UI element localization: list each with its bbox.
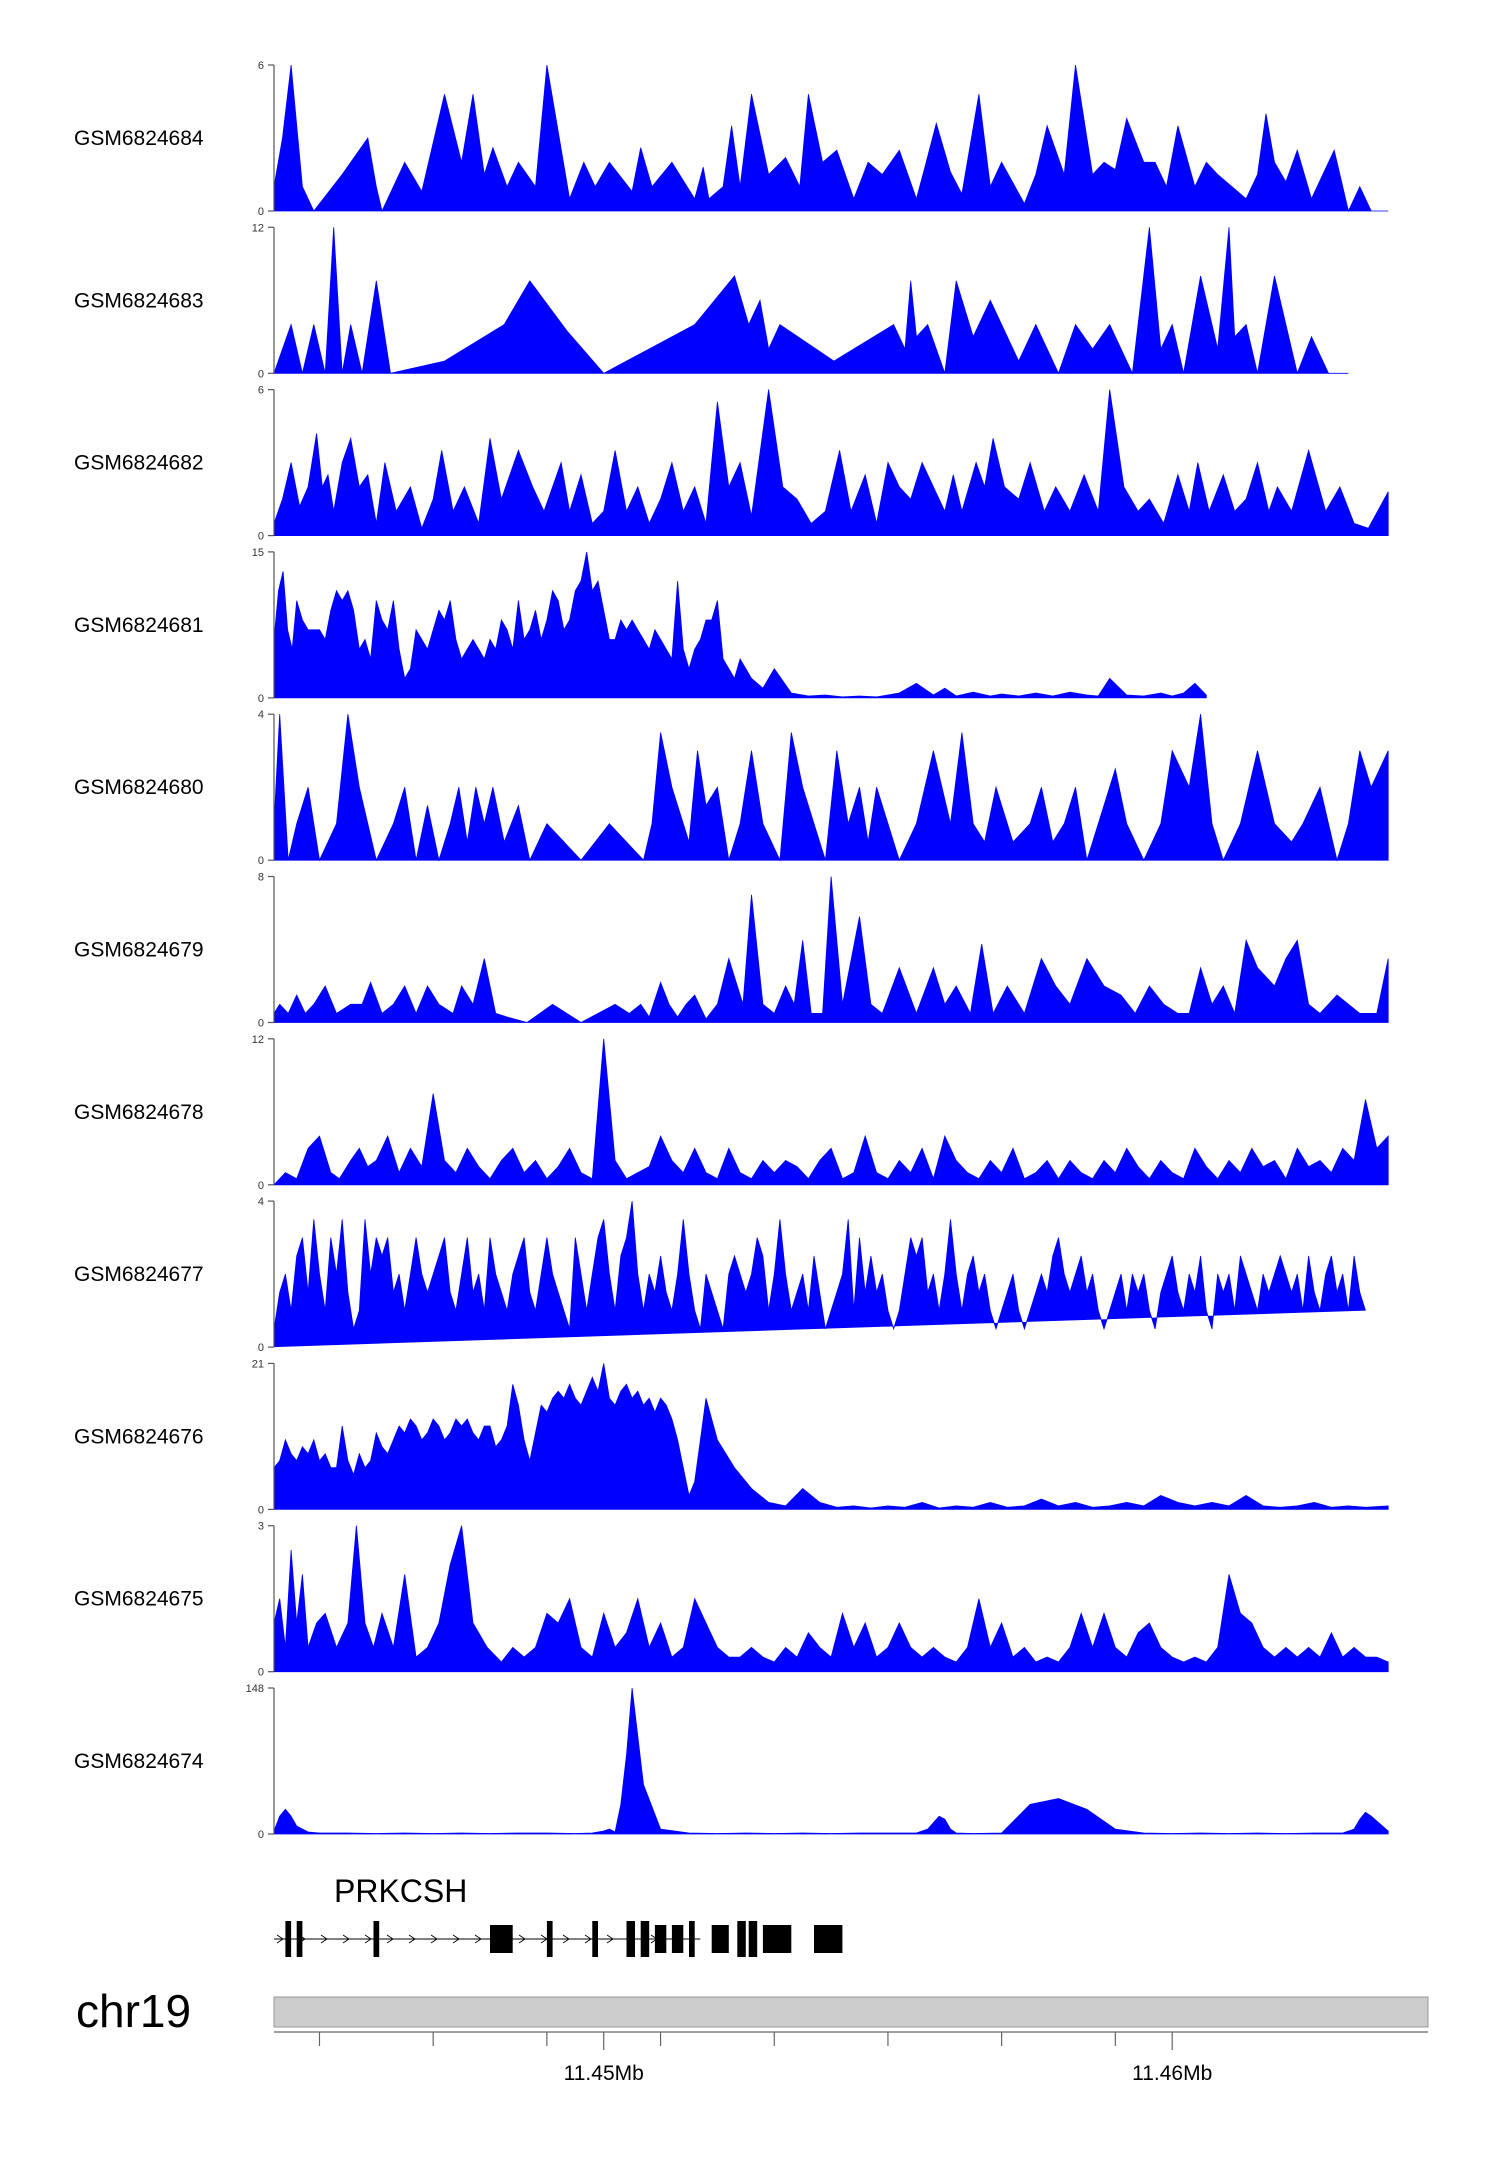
y-axis-min-label: 0 (258, 368, 264, 380)
x-axis-tick-label: 11.45Mb (564, 2062, 644, 2085)
track-GSM6824674: 148 0 GSM6824674 (74, 1683, 1389, 1841)
track-label: GSM6824682 (74, 452, 204, 475)
y-axis-max-label: 8 (258, 872, 264, 884)
strand-arrow (342, 1934, 350, 1944)
y-axis-min-label: 0 (258, 1180, 264, 1192)
y-axis-max-label: 6 (258, 385, 264, 397)
y-axis-min-label: 0 (258, 1829, 264, 1841)
gene-exon (296, 1921, 303, 1957)
y-axis-min-label: 0 (258, 1504, 264, 1516)
track-label: GSM6824679 (74, 939, 204, 962)
y-axis-min-label: 0 (258, 1342, 264, 1354)
y-axis-min-label: 0 (258, 693, 264, 705)
strand-arrow (606, 1934, 614, 1944)
y-axis-max-label: 15 (252, 547, 264, 559)
coverage-area (273, 1038, 1389, 1186)
track-label: GSM6824678 (74, 1101, 204, 1124)
gene-exon (373, 1921, 380, 1957)
track-GSM6824682: 6 0 GSM6824682 (74, 385, 1389, 543)
strand-arrow (430, 1934, 438, 1944)
coverage-area (273, 227, 1349, 375)
gene-exon (592, 1921, 598, 1957)
y-axis-max-label: 4 (258, 1196, 264, 1208)
gene-exon (654, 1925, 667, 1953)
gene-exon (689, 1921, 695, 1957)
y-axis-min-label: 0 (258, 1667, 264, 1679)
track-label: GSM6824683 (74, 289, 204, 312)
track-label: GSM6824680 (74, 776, 204, 799)
genomic-axis: 11.45Mb 11.46Mb (274, 2031, 1428, 2085)
coverage-area (273, 714, 1389, 862)
gene-exon (762, 1925, 792, 1953)
coverage-area (273, 1363, 1389, 1510)
track-GSM6824680: 4 0 GSM6824680 (74, 709, 1389, 867)
gene-exon (737, 1921, 746, 1957)
track-GSM6824684: 6 0 GSM6824684 (74, 60, 1389, 218)
y-axis-max-label: 12 (252, 1034, 264, 1046)
track-GSM6824679: 8 0 GSM6824679 (74, 872, 1389, 1030)
track-GSM6824676: 21 0 GSM6824676 (74, 1358, 1389, 1516)
y-axis-min-label: 0 (258, 855, 264, 867)
strand-arrow (408, 1934, 416, 1944)
gene-label: PRKCSH (334, 1873, 467, 1909)
strand-arrow (518, 1934, 526, 1944)
chromosome-bar (273, 1996, 1429, 2028)
gene-exon (671, 1925, 684, 1953)
strand-arrow (320, 1934, 328, 1944)
strand-arrow (276, 1934, 284, 1944)
track-label: GSM6824674 (74, 1750, 204, 1773)
y-axis-max-label: 12 (252, 222, 264, 234)
gene-exon (748, 1921, 758, 1957)
coverage-area (273, 551, 1207, 699)
track-GSM6824683: 12 0 GSM6824683 (74, 222, 1349, 380)
gene-exon (285, 1921, 292, 1957)
gene-exon (490, 1925, 513, 1953)
strand-arrow (364, 1934, 372, 1944)
chromosome-ideogram: chr19 (76, 1985, 1429, 2037)
y-axis-min-label: 0 (258, 1018, 264, 1030)
y-axis-max-label: 148 (246, 1683, 264, 1695)
strand-arrow (386, 1934, 394, 1944)
coverage-tracks: 6 0 GSM6824684 12 0 GSM6824683 6 0 GSM6824682 15 0… (74, 60, 1389, 1841)
track-label: GSM6824676 (74, 1425, 204, 1448)
coverage-area (273, 64, 1389, 213)
y-axis-max-label: 21 (252, 1358, 264, 1370)
y-axis-max-label: 4 (258, 709, 264, 721)
track-GSM6824678: 12 0 GSM6824678 (74, 1034, 1389, 1192)
track-GSM6824681: 15 0 GSM6824681 (74, 547, 1207, 705)
strand-arrow (562, 1934, 570, 1944)
gene-exon (814, 1925, 843, 1953)
coverage-area (273, 876, 1389, 1023)
coverage-area (273, 1201, 1366, 1348)
strand-arrow (452, 1934, 460, 1944)
coverage-area (273, 1687, 1389, 1835)
track-label: GSM6824677 (74, 1263, 204, 1286)
track-label: GSM6824675 (74, 1588, 204, 1611)
coverage-area (273, 1525, 1389, 1673)
coverage-area (273, 389, 1389, 536)
y-axis-min-label: 0 (258, 531, 264, 543)
strand-arrow (474, 1934, 482, 1944)
y-axis-max-label: 6 (258, 60, 264, 72)
track-label: GSM6824681 (74, 614, 204, 637)
gene-exon (626, 1921, 635, 1957)
x-axis-tick-label: 11.46Mb (1132, 2062, 1212, 2085)
gene-exon (546, 1921, 553, 1957)
track-GSM6824675: 3 0 GSM6824675 (74, 1521, 1389, 1679)
track-label: GSM6824684 (74, 127, 204, 150)
strand-arrow (584, 1934, 592, 1944)
gene-annotation-track: PRKCSH (274, 1873, 843, 1957)
gene-exon (640, 1921, 650, 1957)
y-axis-min-label: 0 (258, 206, 264, 218)
gene-exon (711, 1925, 729, 1953)
y-axis-max-label: 3 (258, 1521, 264, 1533)
chromosome-label: chr19 (76, 1985, 191, 2037)
track-GSM6824677: 4 0 GSM6824677 (74, 1196, 1366, 1354)
